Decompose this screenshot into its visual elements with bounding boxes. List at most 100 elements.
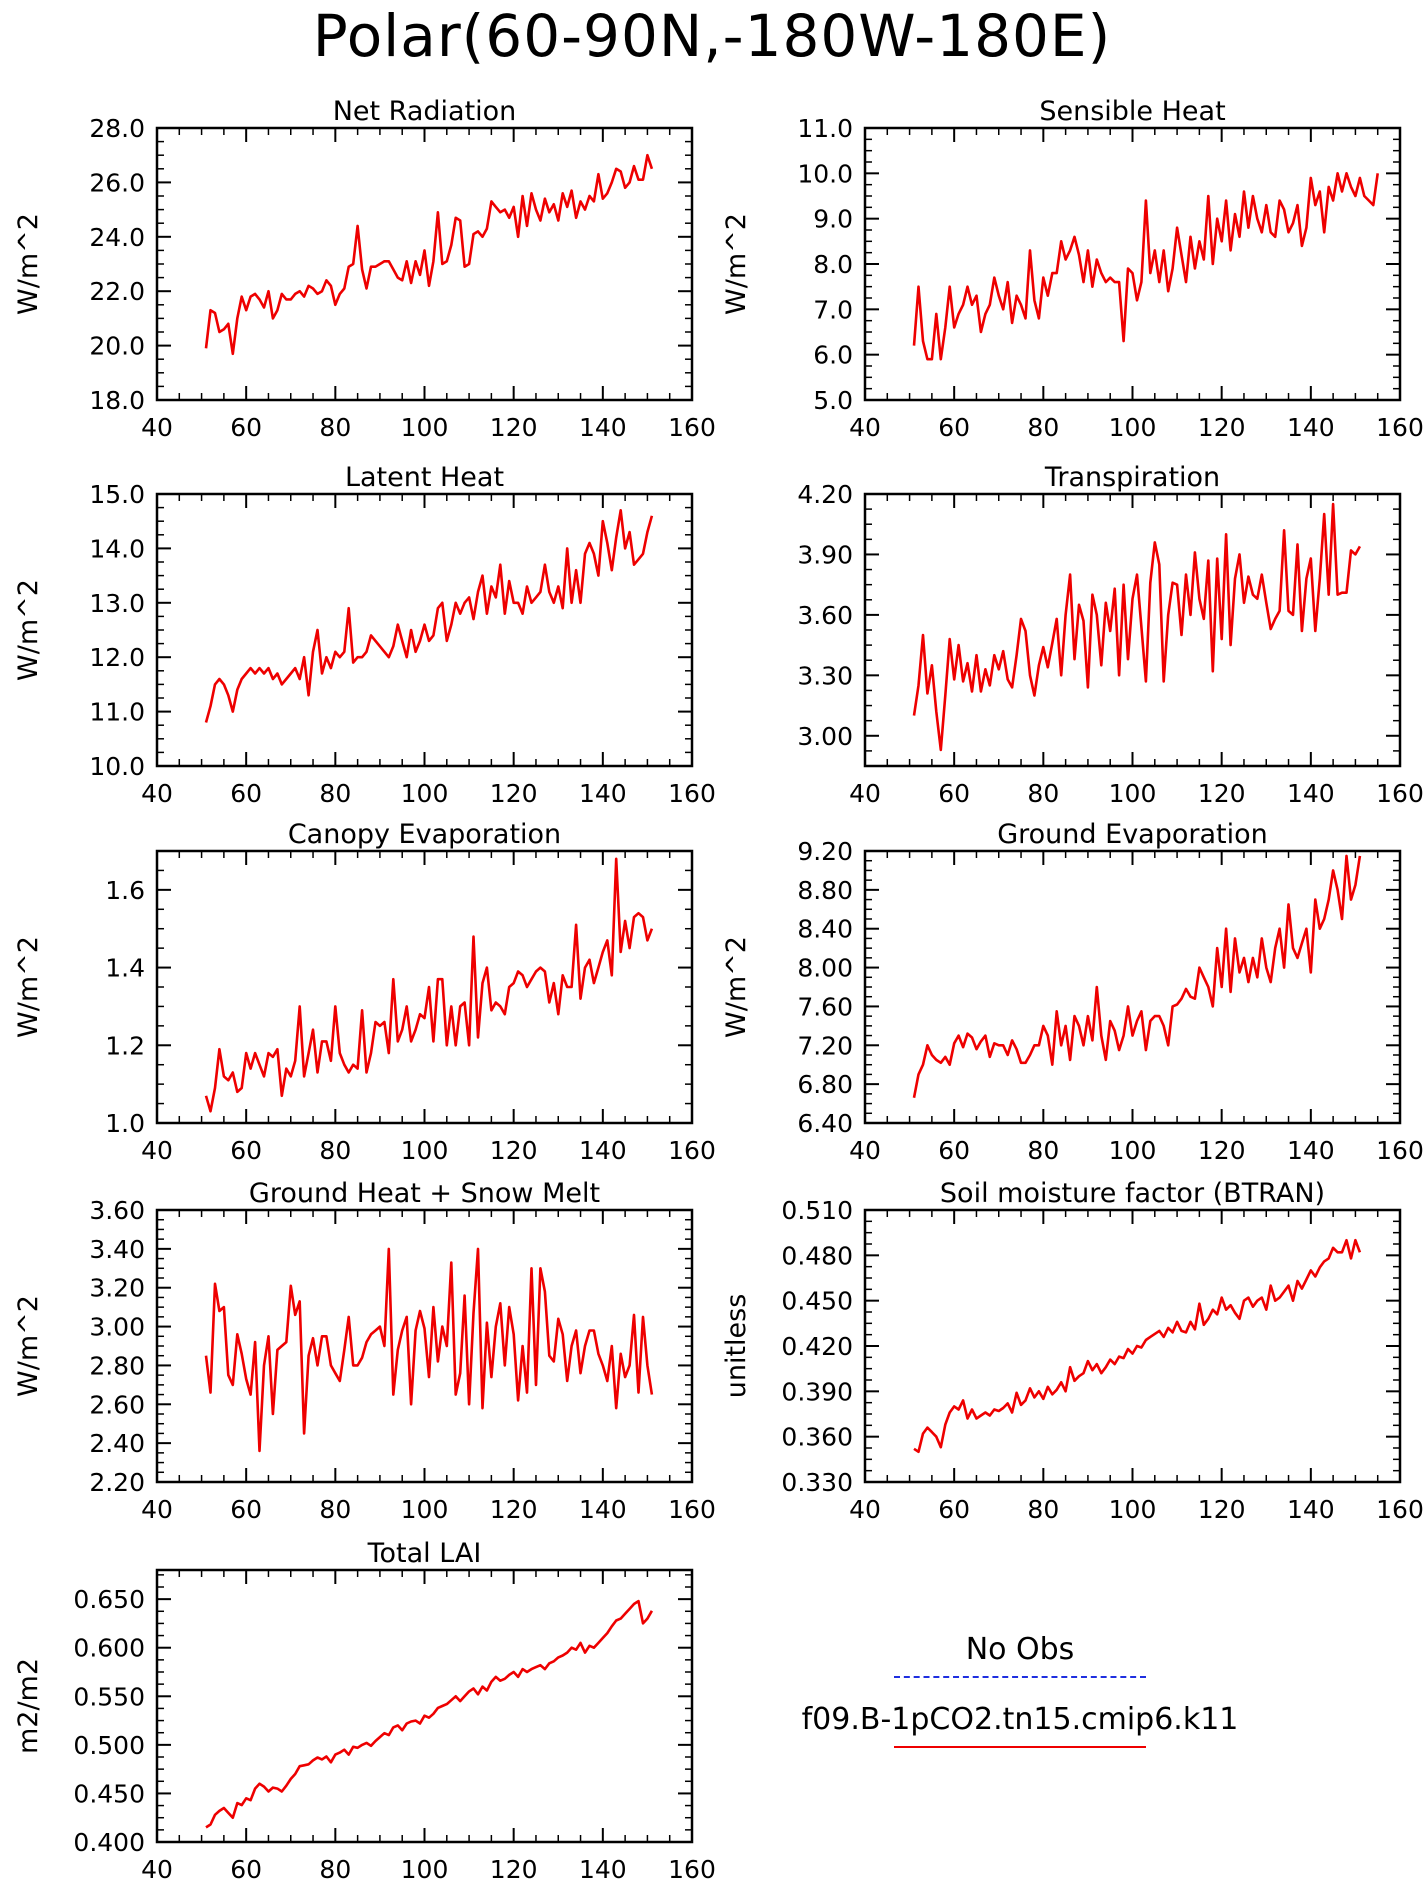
y-tick-label-7-6: 0.510 <box>781 1196 853 1225</box>
y-tick-label-0-4: 26.0 <box>89 168 145 197</box>
plot-frame-2 <box>155 492 694 768</box>
plot-frame-1 <box>863 126 1402 402</box>
x-tick-label-3-0: 40 <box>849 779 881 808</box>
y-tick-label-7-3: 0.420 <box>781 1332 853 1361</box>
x-tick-label-4-2: 80 <box>319 1136 351 1165</box>
y-tick-label-1-0: 5.0 <box>813 386 853 415</box>
y-axis-label-7: unitless <box>721 1294 752 1399</box>
panel-title-7: Soil moisture factor (BTRAN) <box>940 1178 1325 1209</box>
legend-label-obs: No Obs <box>965 1632 1075 1667</box>
x-tick-label-3-1: 60 <box>938 779 970 808</box>
series-line-8-0 <box>205 1599 654 1829</box>
y-tick-label-1-2: 7.0 <box>813 295 853 324</box>
y-axis-label-4: W/m^2 <box>13 936 44 1038</box>
x-tick-label-3-3: 100 <box>1109 779 1157 808</box>
x-tick-label-2-1: 60 <box>230 779 262 808</box>
legend-swatch-model <box>894 1746 1146 1748</box>
x-tick-label-7-2: 80 <box>1027 1495 1059 1524</box>
y-tick-label-2-4: 14.0 <box>89 534 145 563</box>
series-line-3-0 <box>912 502 1362 752</box>
page-title: Polar(60-90N,-180W-180E) <box>312 2 1112 70</box>
y-tick-label-8-3: 0.550 <box>73 1682 145 1711</box>
x-tick-label-0-2: 80 <box>319 413 351 442</box>
x-tick-label-1-1: 60 <box>938 413 970 442</box>
y-tick-label-1-4: 9.0 <box>813 205 853 234</box>
panel-title-8: Total LAI <box>367 1538 482 1569</box>
plot-frame-5 <box>863 849 1402 1125</box>
y-tick-label-6-4: 3.00 <box>89 1313 145 1342</box>
x-tick-label-4-1: 60 <box>230 1136 262 1165</box>
x-tick-label-3-5: 140 <box>1287 779 1335 808</box>
x-tick-label-1-5: 140 <box>1287 413 1335 442</box>
series-line-4-0 <box>204 857 654 1113</box>
x-tick-label-2-0: 40 <box>141 779 173 808</box>
x-tick-label-5-6: 160 <box>1376 1136 1424 1165</box>
x-tick-label-4-3: 100 <box>401 1136 449 1165</box>
x-tick-label-6-4: 120 <box>490 1495 538 1524</box>
panel-title-2: Latent Heat <box>345 462 504 493</box>
x-tick-label-4-6: 160 <box>668 1136 716 1165</box>
x-tick-label-8-1: 60 <box>230 1855 262 1884</box>
y-tick-label-5-2: 7.20 <box>797 1031 853 1060</box>
y-tick-label-2-0: 10.0 <box>89 752 145 781</box>
panel-title-6: Ground Heat + Snow Melt <box>249 1178 600 1209</box>
panel-title-5: Ground Evaporation <box>997 819 1268 850</box>
y-tick-label-4-2: 1.4 <box>105 954 145 983</box>
plot-frame-4 <box>155 849 694 1125</box>
y-tick-label-1-1: 6.0 <box>813 341 853 370</box>
y-tick-label-7-2: 0.390 <box>781 1377 853 1406</box>
y-tick-label-3-3: 3.90 <box>797 540 853 569</box>
x-tick-label-1-3: 100 <box>1109 413 1157 442</box>
y-tick-label-6-0: 2.20 <box>89 1468 145 1497</box>
y-tick-label-6-7: 3.60 <box>89 1196 145 1225</box>
x-tick-label-0-6: 160 <box>668 413 716 442</box>
series-line-1-0 <box>912 172 1379 361</box>
y-tick-label-6-5: 3.20 <box>89 1274 145 1303</box>
x-tick-label-0-3: 100 <box>401 413 449 442</box>
y-tick-label-0-2: 22.0 <box>89 277 145 306</box>
x-tick-label-8-4: 120 <box>490 1855 538 1884</box>
x-tick-label-6-0: 40 <box>141 1495 173 1524</box>
y-tick-label-4-3: 1.6 <box>105 876 145 905</box>
x-tick-label-8-2: 80 <box>319 1855 351 1884</box>
y-tick-label-5-3: 7.60 <box>797 992 853 1021</box>
x-tick-label-8-5: 140 <box>579 1855 627 1884</box>
panel-title-1: Sensible Heat <box>1039 96 1225 127</box>
x-tick-label-7-4: 120 <box>1198 1495 1246 1524</box>
y-axis-label-8: m2/m2 <box>13 1658 44 1754</box>
x-tick-label-5-0: 40 <box>849 1136 881 1165</box>
x-tick-label-5-4: 120 <box>1198 1136 1246 1165</box>
y-tick-label-1-3: 8.0 <box>813 250 853 279</box>
x-tick-label-8-6: 160 <box>668 1855 716 1884</box>
y-tick-label-8-2: 0.500 <box>73 1731 145 1760</box>
plot-frame-7 <box>863 1208 1402 1484</box>
y-tick-label-6-2: 2.60 <box>89 1390 145 1419</box>
x-tick-label-7-0: 40 <box>849 1495 881 1524</box>
y-tick-label-5-6: 8.80 <box>797 876 853 905</box>
y-tick-label-4-1: 1.2 <box>105 1031 145 1060</box>
y-tick-label-2-2: 12.0 <box>89 643 145 672</box>
x-tick-label-6-1: 60 <box>230 1495 262 1524</box>
panel-title-3: Transpiration <box>1044 462 1220 493</box>
y-tick-label-5-0: 6.40 <box>797 1109 853 1138</box>
x-tick-label-2-2: 80 <box>319 779 351 808</box>
x-tick-label-7-6: 160 <box>1376 1495 1424 1524</box>
y-tick-label-8-5: 0.650 <box>73 1585 145 1614</box>
y-tick-label-3-1: 3.30 <box>797 661 853 690</box>
y-tick-label-0-0: 18.0 <box>89 386 145 415</box>
panel-title-4: Canopy Evaporation <box>288 819 561 850</box>
x-tick-label-7-1: 60 <box>938 1495 970 1524</box>
y-tick-label-2-3: 13.0 <box>89 589 145 618</box>
x-tick-label-6-6: 160 <box>668 1495 716 1524</box>
x-tick-label-1-6: 160 <box>1376 413 1424 442</box>
series-line-0-0 <box>204 153 654 356</box>
x-tick-label-0-5: 140 <box>579 413 627 442</box>
y-axis-label-6: W/m^2 <box>13 1295 44 1397</box>
y-tick-label-7-5: 0.480 <box>781 1241 853 1270</box>
y-tick-label-0-3: 24.0 <box>89 223 145 252</box>
x-tick-label-2-6: 160 <box>668 779 716 808</box>
x-tick-label-5-3: 100 <box>1109 1136 1157 1165</box>
x-tick-label-5-1: 60 <box>938 1136 970 1165</box>
x-tick-label-7-3: 100 <box>1109 1495 1157 1524</box>
y-tick-label-5-1: 6.80 <box>797 1070 853 1099</box>
